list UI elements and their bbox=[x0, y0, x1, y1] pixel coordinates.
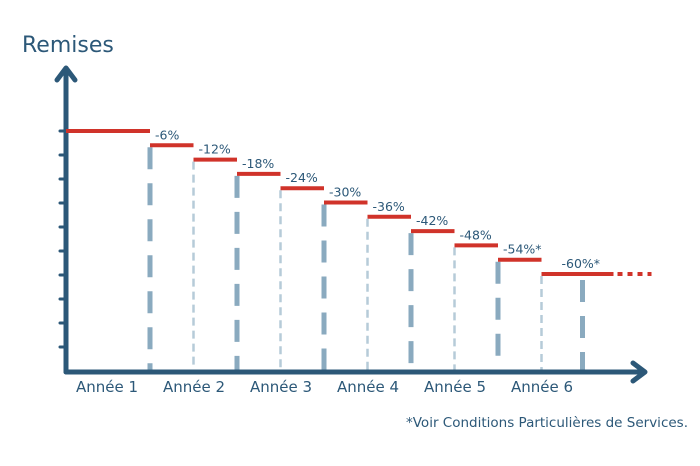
step-label: -30% bbox=[329, 185, 361, 200]
x-tick-label: Année 3 bbox=[250, 378, 312, 396]
footnote: *Voir Conditions Particulières de Servic… bbox=[406, 415, 688, 431]
step-label: -6% bbox=[155, 127, 179, 142]
step-lines bbox=[66, 129, 652, 276]
step-label: -36% bbox=[373, 199, 405, 214]
x-tick-label: Année 6 bbox=[511, 378, 573, 396]
step-label: -48% bbox=[460, 227, 492, 242]
step-label: -18% bbox=[242, 156, 274, 171]
chart-title: Remises bbox=[22, 33, 114, 58]
step-labels: -6% -12% -18% -24% -30% -36% -42% -48% -54%* -60%… bbox=[155, 127, 600, 271]
step-label: -42% bbox=[416, 213, 448, 228]
y-axis-arrow bbox=[54, 65, 78, 83]
step-label: -24% bbox=[286, 170, 318, 185]
x-tick-label: Année 2 bbox=[163, 378, 225, 396]
step-label: -12% bbox=[199, 142, 231, 157]
x-axis-labels: Année 1 Année 2 Année 3 Année 4 Année 5 Année… bbox=[76, 378, 573, 396]
step-label: -54%* bbox=[503, 242, 542, 257]
x-axis-arrow bbox=[630, 360, 648, 384]
step-label: -60%* bbox=[562, 256, 601, 271]
dashed-guides bbox=[147, 147, 585, 372]
axes bbox=[54, 65, 648, 384]
x-tick-label: Année 5 bbox=[424, 378, 486, 396]
x-tick-label: Année 4 bbox=[337, 378, 399, 396]
x-tick-label: Année 1 bbox=[76, 378, 138, 396]
